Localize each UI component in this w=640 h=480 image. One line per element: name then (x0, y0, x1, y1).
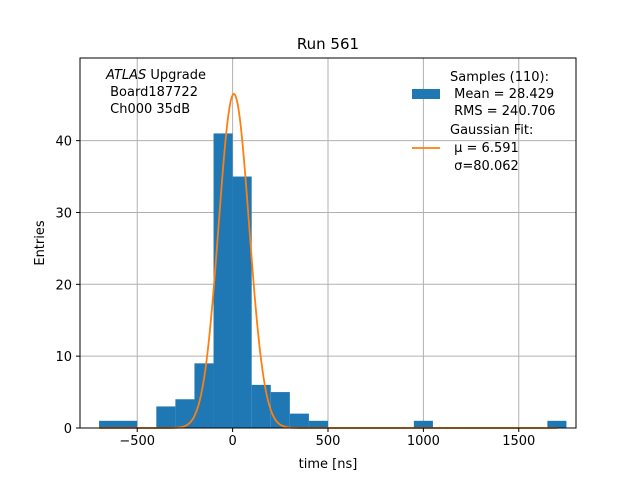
y-tick-label: 30 (55, 206, 72, 221)
histogram-bar (156, 406, 176, 428)
y-axis-ticks: 0 10 20 30 40 (55, 135, 80, 437)
histogram-bar (308, 420, 328, 428)
x-tick-label: 1000 (407, 434, 440, 449)
y-tick-label: 10 (55, 350, 72, 365)
histogram-bar (547, 420, 567, 428)
x-axis-ticks: −500 0 500 1000 1500 (119, 428, 535, 449)
y-axis-label: Entries (33, 220, 48, 266)
legend-fit-line-1: Gaussian Fit: (450, 123, 533, 138)
legend-fit-sigma: σ=80.062 (450, 159, 519, 174)
atlas-annotation: ATLAS Upgrade Board187722 Ch000 35dB (105, 68, 206, 117)
annotation-line-3: Ch000 35dB (106, 102, 190, 117)
x-tick-label: −500 (119, 434, 155, 449)
histogram-bar (99, 420, 138, 428)
x-tick-label: 0 (228, 434, 236, 449)
annotation-atlas-word: ATLAS (105, 68, 146, 83)
histogram-bar (175, 399, 195, 428)
y-tick-label: 20 (55, 278, 72, 293)
annotation-line-2: Board187722 (106, 85, 198, 100)
legend-histogram-swatch (412, 89, 440, 99)
legend-samples-line-1: Samples (110): (450, 70, 549, 85)
x-axis-label: time [ns] (299, 457, 358, 472)
legend: Samples (110): Mean = 28.429 RMS = 240.7… (412, 70, 556, 174)
legend-samples-line-3: RMS = 240.706 (450, 104, 556, 119)
histogram-bar (194, 363, 214, 428)
histogram-bar (232, 176, 252, 428)
legend-samples-line-2: Mean = 28.429 (450, 87, 554, 102)
histogram-bar (413, 420, 433, 428)
x-tick-label: 500 (316, 434, 341, 449)
x-tick-label: 1500 (502, 434, 535, 449)
annotation-line-1: ATLAS Upgrade (105, 68, 206, 83)
chart-title: Run 561 (297, 35, 359, 53)
legend-fit-mu: μ = 6.591 (450, 141, 519, 156)
y-tick-label: 0 (64, 422, 72, 437)
annotation-upgrade-word: Upgrade (146, 68, 206, 83)
histogram-bar (251, 384, 271, 428)
histogram-bar (289, 413, 309, 428)
histogram-bar (270, 392, 290, 428)
histogram-bar (213, 133, 233, 428)
y-tick-label: 40 (55, 135, 72, 150)
